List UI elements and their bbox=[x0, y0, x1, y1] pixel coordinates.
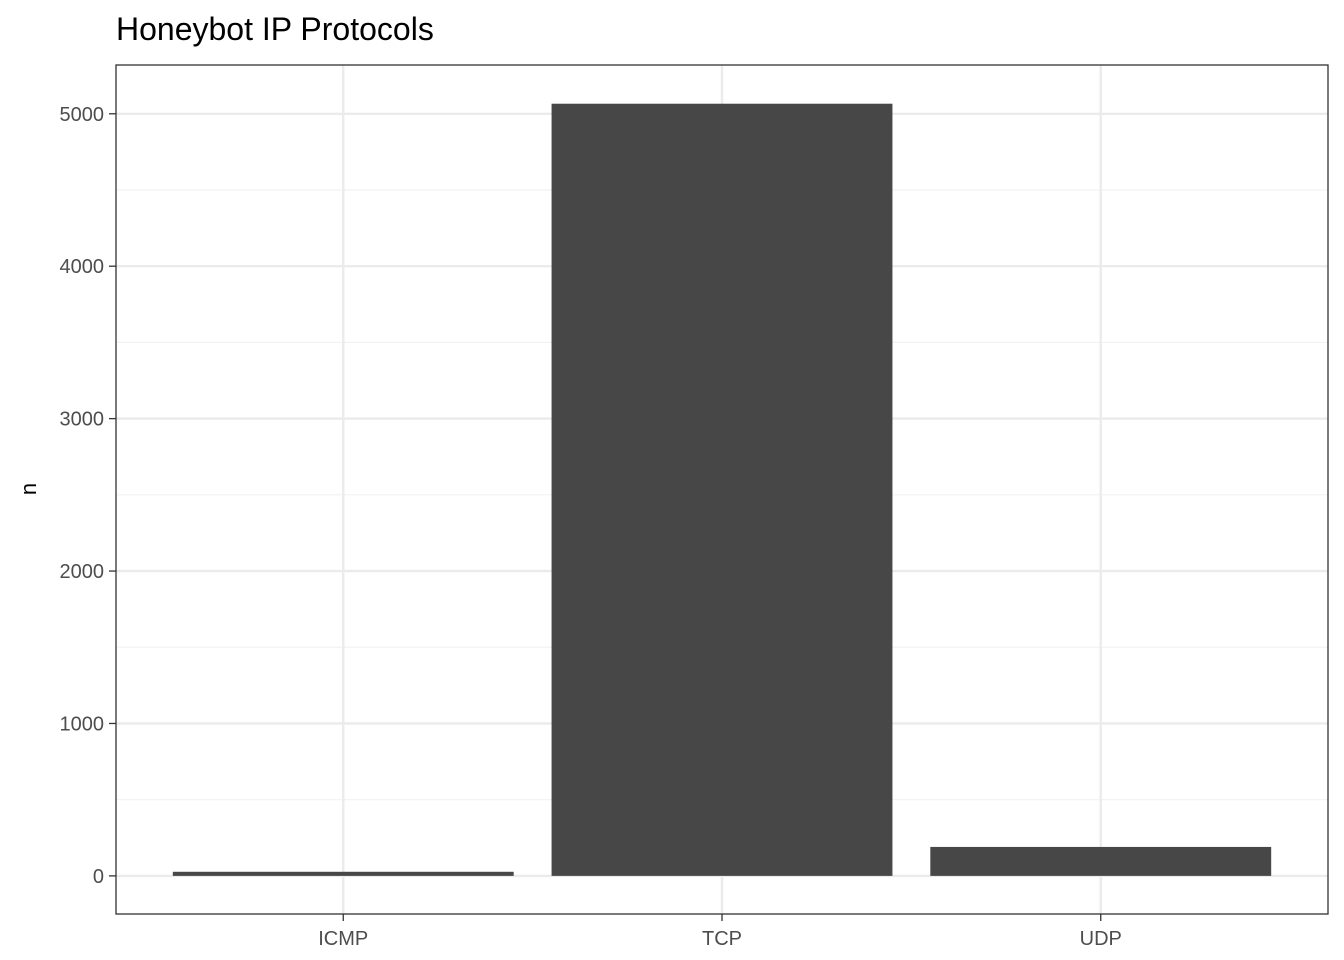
x-tick-label: ICMP bbox=[318, 928, 368, 950]
bar-icmp bbox=[172, 871, 514, 876]
y-tick-label: 4000 bbox=[60, 256, 105, 278]
x-axis: ICMP TCP UDP bbox=[318, 914, 1122, 950]
y-tick-label: 3000 bbox=[60, 409, 105, 431]
y-axis: 0 1000 2000 3000 4000 5000 bbox=[60, 104, 116, 888]
chart-title: Honeybot IP Protocols bbox=[116, 11, 434, 47]
y-tick-label: 5000 bbox=[60, 104, 105, 126]
bar-tcp bbox=[551, 103, 893, 876]
bar-udp bbox=[930, 846, 1272, 876]
y-tick-label: 2000 bbox=[60, 561, 105, 583]
x-tick-label: UDP bbox=[1080, 928, 1122, 950]
bars bbox=[172, 103, 1272, 876]
x-tick-label: TCP bbox=[702, 928, 742, 950]
y-axis-title: n bbox=[16, 483, 41, 495]
y-tick-label: 1000 bbox=[60, 713, 105, 735]
y-tick-label: 0 bbox=[93, 866, 104, 888]
